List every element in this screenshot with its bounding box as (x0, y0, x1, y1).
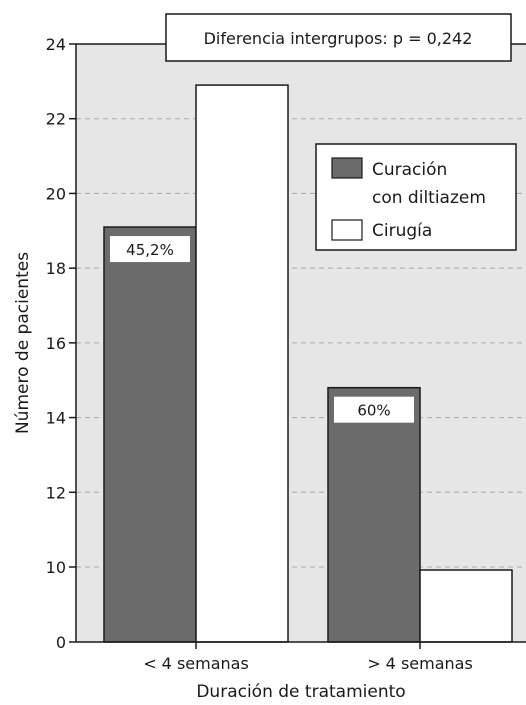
bar-cirugia (419, 569, 513, 643)
bar-label-box (334, 396, 414, 423)
x-tick-label: > 4 semanas (367, 654, 473, 673)
legend-label-cirugia: Cirugía (372, 221, 432, 241)
x-axis-title: Duración de tratamiento (196, 682, 405, 702)
y-tick-label: 0 (56, 633, 66, 652)
legend: Curación con diltiazem Cirugía (315, 143, 517, 251)
bar-cirugia (195, 84, 289, 643)
y-tick-label: 22 (46, 110, 66, 129)
y-tick-label: 24 (46, 35, 66, 54)
p-value-annotation: Diferencia intergrupos: p = 0,242 (165, 13, 512, 62)
x-ticks: < 4 semanas > 4 semanas (143, 642, 473, 673)
legend-label-curacion-1: Curación (372, 160, 447, 180)
bars (103, 84, 513, 643)
bar-curacion (327, 386, 421, 643)
bar-label: 45,2% (126, 241, 174, 259)
bar-curacion (103, 226, 197, 643)
y-axis-title: Número de pacientes (13, 252, 33, 434)
annotation-box (165, 13, 512, 62)
y-tick-label: 12 (46, 483, 66, 502)
legend-swatch-cirugia (331, 219, 363, 241)
bar-label-box (110, 236, 190, 263)
y-tick-label: 16 (46, 334, 66, 353)
annotation-text: Diferencia intergrupos: p = 0,242 (204, 29, 473, 48)
y-ticks: 0 10 12 14 16 18 20 22 24 (46, 35, 76, 652)
bar-labels: 45,2% 60% (110, 236, 414, 423)
x-tick-label: < 4 semanas (143, 654, 249, 673)
y-tick-label: 10 (46, 558, 66, 577)
legend-label-curacion-2: con diltiazem (372, 188, 486, 208)
bar-label: 60% (357, 402, 390, 420)
y-tick-label: 18 (46, 259, 66, 278)
y-tick-label: 20 (46, 184, 66, 203)
legend-swatch-curacion (331, 157, 363, 179)
y-tick-label: 14 (46, 409, 66, 428)
